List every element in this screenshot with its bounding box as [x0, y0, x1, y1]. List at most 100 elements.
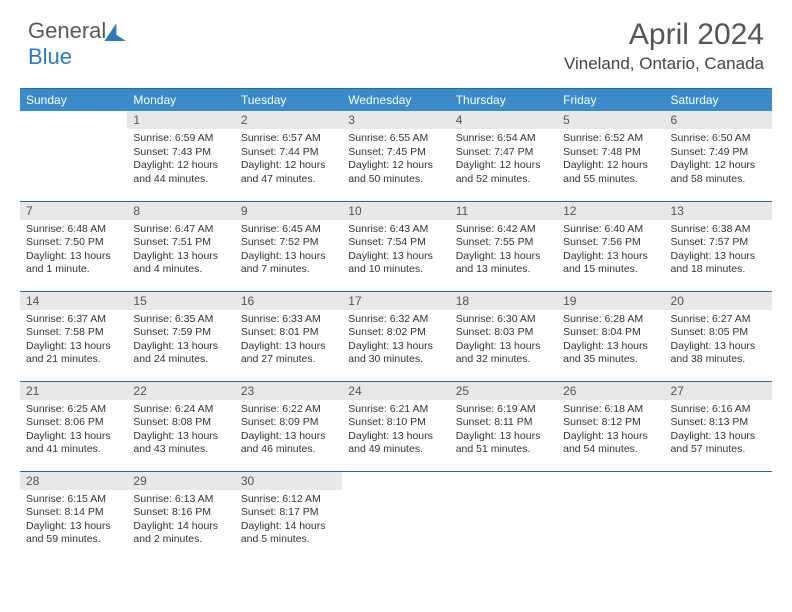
day-details: Sunrise: 6:35 AMSunset: 7:59 PMDaylight:…: [127, 310, 234, 372]
sunset: Sunset: 7:59 PM: [133, 326, 228, 340]
sunset: Sunset: 7:50 PM: [26, 236, 121, 250]
day-number: 10: [342, 202, 449, 220]
day-number: 24: [342, 382, 449, 400]
daylight: Daylight: 13 hours and 32 minutes.: [456, 340, 551, 367]
calendar-cell: 8Sunrise: 6:47 AMSunset: 7:51 PMDaylight…: [127, 201, 234, 291]
sail-icon: [104, 23, 126, 41]
day-number: 6: [665, 111, 772, 129]
day-number: [20, 111, 127, 115]
sunrise: Sunrise: 6:45 AM: [241, 223, 336, 237]
title-block: April 2024 Vineland, Ontario, Canada: [564, 18, 764, 74]
daylight: Daylight: 13 hours and 49 minutes.: [348, 430, 443, 457]
sunrise: Sunrise: 6:57 AM: [241, 132, 336, 146]
daylight: Daylight: 12 hours and 55 minutes.: [563, 159, 658, 186]
sunset: Sunset: 8:10 PM: [348, 416, 443, 430]
day-number: 17: [342, 292, 449, 310]
daylight: Daylight: 13 hours and 13 minutes.: [456, 250, 551, 277]
calendar-cell: 10Sunrise: 6:43 AMSunset: 7:54 PMDayligh…: [342, 201, 449, 291]
day-number: 26: [557, 382, 664, 400]
daylight: Daylight: 13 hours and 18 minutes.: [671, 250, 766, 277]
daylight: Daylight: 13 hours and 4 minutes.: [133, 250, 228, 277]
day-number: 5: [557, 111, 664, 129]
day-number: 21: [20, 382, 127, 400]
sunrise: Sunrise: 6:15 AM: [26, 493, 121, 507]
sunset: Sunset: 7:52 PM: [241, 236, 336, 250]
calendar-cell: 11Sunrise: 6:42 AMSunset: 7:55 PMDayligh…: [450, 201, 557, 291]
sunset: Sunset: 7:47 PM: [456, 146, 551, 160]
day-number: 19: [557, 292, 664, 310]
sunrise: Sunrise: 6:59 AM: [133, 132, 228, 146]
calendar-row: 14Sunrise: 6:37 AMSunset: 7:58 PMDayligh…: [20, 291, 772, 381]
sunset: Sunset: 7:58 PM: [26, 326, 121, 340]
calendar-cell: 3Sunrise: 6:55 AMSunset: 7:45 PMDaylight…: [342, 111, 449, 201]
day-details: Sunrise: 6:43 AMSunset: 7:54 PMDaylight:…: [342, 220, 449, 282]
sunrise: Sunrise: 6:12 AM: [241, 493, 336, 507]
sunset: Sunset: 8:04 PM: [563, 326, 658, 340]
sunrise: Sunrise: 6:42 AM: [456, 223, 551, 237]
daylight: Daylight: 13 hours and 1 minute.: [26, 250, 121, 277]
daylight: Daylight: 12 hours and 47 minutes.: [241, 159, 336, 186]
daylight: Daylight: 13 hours and 30 minutes.: [348, 340, 443, 367]
day-details: Sunrise: 6:45 AMSunset: 7:52 PMDaylight:…: [235, 220, 342, 282]
day-details: Sunrise: 6:52 AMSunset: 7:48 PMDaylight:…: [557, 129, 664, 191]
day-details: Sunrise: 6:22 AMSunset: 8:09 PMDaylight:…: [235, 400, 342, 462]
daylight: Daylight: 13 hours and 54 minutes.: [563, 430, 658, 457]
sunset: Sunset: 7:43 PM: [133, 146, 228, 160]
calendar-cell: 25Sunrise: 6:19 AMSunset: 8:11 PMDayligh…: [450, 381, 557, 471]
day-header-row: SundayMondayTuesdayWednesdayThursdayFrid…: [20, 89, 772, 112]
calendar-cell: [665, 471, 772, 561]
day-details: Sunrise: 6:15 AMSunset: 8:14 PMDaylight:…: [20, 490, 127, 552]
day-details: Sunrise: 6:48 AMSunset: 7:50 PMDaylight:…: [20, 220, 127, 282]
sunrise: Sunrise: 6:37 AM: [26, 313, 121, 327]
calendar-cell: 7Sunrise: 6:48 AMSunset: 7:50 PMDaylight…: [20, 201, 127, 291]
sunrise: Sunrise: 6:33 AM: [241, 313, 336, 327]
sunrise: Sunrise: 6:38 AM: [671, 223, 766, 237]
calendar-cell: 6Sunrise: 6:50 AMSunset: 7:49 PMDaylight…: [665, 111, 772, 201]
sunset: Sunset: 8:01 PM: [241, 326, 336, 340]
day-number: 15: [127, 292, 234, 310]
sunset: Sunset: 8:09 PM: [241, 416, 336, 430]
sunset: Sunset: 8:03 PM: [456, 326, 551, 340]
day-number: [665, 472, 772, 476]
daylight: Daylight: 13 hours and 46 minutes.: [241, 430, 336, 457]
day-details: Sunrise: 6:33 AMSunset: 8:01 PMDaylight:…: [235, 310, 342, 372]
sunrise: Sunrise: 6:32 AM: [348, 313, 443, 327]
brand-part1: General: [28, 18, 106, 43]
day-number: 1: [127, 111, 234, 129]
daylight: Daylight: 13 hours and 57 minutes.: [671, 430, 766, 457]
daylight: Daylight: 13 hours and 35 minutes.: [563, 340, 658, 367]
day-details: Sunrise: 6:24 AMSunset: 8:08 PMDaylight:…: [127, 400, 234, 462]
calendar-row: 7Sunrise: 6:48 AMSunset: 7:50 PMDaylight…: [20, 201, 772, 291]
calendar-head: SundayMondayTuesdayWednesdayThursdayFrid…: [20, 89, 772, 112]
calendar-cell: 2Sunrise: 6:57 AMSunset: 7:44 PMDaylight…: [235, 111, 342, 201]
day-details: Sunrise: 6:50 AMSunset: 7:49 PMDaylight:…: [665, 129, 772, 191]
daylight: Daylight: 12 hours and 50 minutes.: [348, 159, 443, 186]
calendar-cell: 27Sunrise: 6:16 AMSunset: 8:13 PMDayligh…: [665, 381, 772, 471]
day-number: 30: [235, 472, 342, 490]
sunrise: Sunrise: 6:30 AM: [456, 313, 551, 327]
sunrise: Sunrise: 6:27 AM: [671, 313, 766, 327]
day-details: Sunrise: 6:12 AMSunset: 8:17 PMDaylight:…: [235, 490, 342, 552]
day-details: Sunrise: 6:38 AMSunset: 7:57 PMDaylight:…: [665, 220, 772, 282]
daylight: Daylight: 13 hours and 24 minutes.: [133, 340, 228, 367]
day-number: 12: [557, 202, 664, 220]
sunrise: Sunrise: 6:25 AM: [26, 403, 121, 417]
day-number: 4: [450, 111, 557, 129]
day-details: Sunrise: 6:55 AMSunset: 7:45 PMDaylight:…: [342, 129, 449, 191]
daylight: Daylight: 13 hours and 10 minutes.: [348, 250, 443, 277]
brand-part2: Blue: [28, 44, 72, 69]
sunset: Sunset: 7:44 PM: [241, 146, 336, 160]
sunset: Sunset: 7:45 PM: [348, 146, 443, 160]
calendar-cell: [342, 471, 449, 561]
daylight: Daylight: 13 hours and 41 minutes.: [26, 430, 121, 457]
calendar-row: 21Sunrise: 6:25 AMSunset: 8:06 PMDayligh…: [20, 381, 772, 471]
calendar-cell: 19Sunrise: 6:28 AMSunset: 8:04 PMDayligh…: [557, 291, 664, 381]
calendar-cell: 5Sunrise: 6:52 AMSunset: 7:48 PMDaylight…: [557, 111, 664, 201]
day-header: Wednesday: [342, 89, 449, 112]
day-header: Monday: [127, 89, 234, 112]
day-details: Sunrise: 6:54 AMSunset: 7:47 PMDaylight:…: [450, 129, 557, 191]
calendar-cell: 4Sunrise: 6:54 AMSunset: 7:47 PMDaylight…: [450, 111, 557, 201]
daylight: Daylight: 13 hours and 21 minutes.: [26, 340, 121, 367]
calendar-cell: 26Sunrise: 6:18 AMSunset: 8:12 PMDayligh…: [557, 381, 664, 471]
calendar-cell: 29Sunrise: 6:13 AMSunset: 8:16 PMDayligh…: [127, 471, 234, 561]
